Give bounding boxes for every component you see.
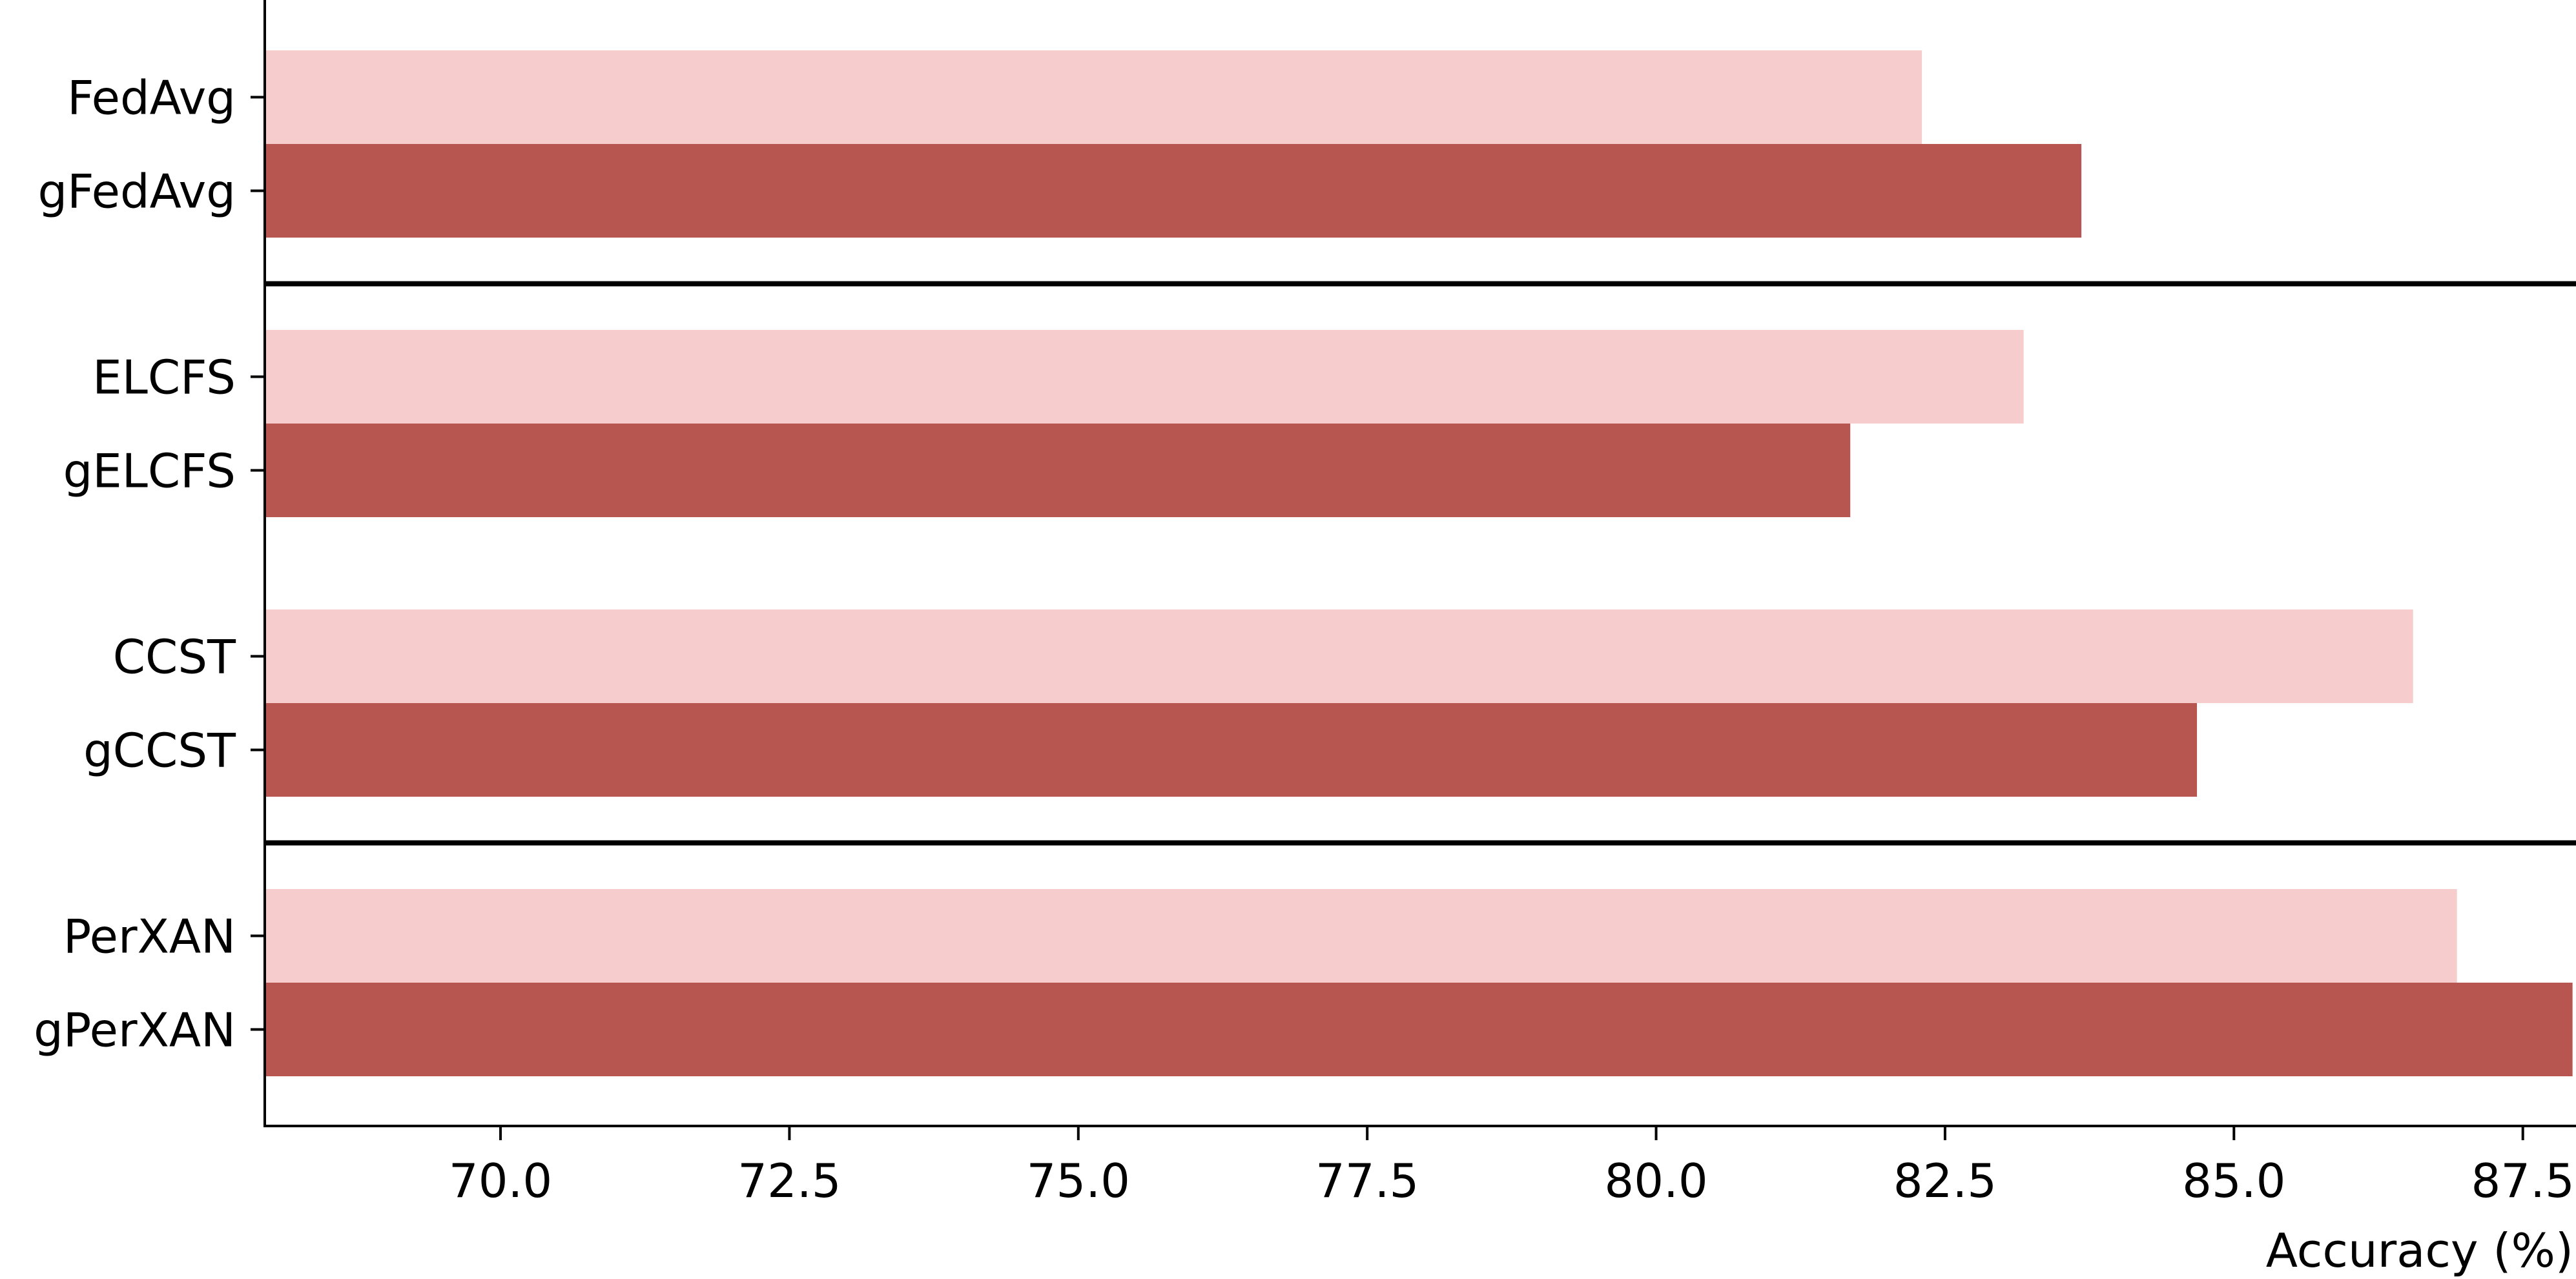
bar-gelcfs [265,424,1851,517]
x-tick-label-87-5: 87.5 [2471,1154,2575,1208]
x-tick-label-85-0: 85.0 [2182,1154,2285,1208]
x-axis-label: Accuracy (%) [2266,1223,2573,1278]
bar-gfedavg [265,144,2082,238]
bar-fedavg [265,50,1922,144]
group-separators [265,281,2576,846]
y-tick-label-ccst: CCST [113,630,236,684]
y-tick-label-gccst: gCCST [83,724,236,778]
bar-elcfs [265,330,2024,424]
bar-gperxan [265,983,2573,1076]
y-tick-label-fedavg: FedAvg [67,71,236,125]
bars-layer [265,50,2573,1076]
x-tick-label-75-0: 75.0 [1027,1154,1130,1208]
y-tick-label-gelcfs: gELCFS [63,444,236,498]
y-tick-label-gperxan: gPerXAN [34,1003,236,1058]
y-tick-label-gfedavg: gFedAvg [37,165,236,219]
axes [263,0,2576,1127]
x-tick-label-72-5: 72.5 [737,1154,841,1208]
y-axis-ticks: FedAvg gFedAvg ELCFS gELCFS CCST gCCST PerXAN g… [34,71,265,1058]
bar-ccst [265,609,2413,703]
y-tick-label-elcfs: ELCFS [92,351,236,405]
x-tick-label-82-5: 82.5 [1893,1154,1997,1208]
x-tick-label-77-5: 77.5 [1315,1154,1419,1208]
x-axis-ticks: 70.0 72.5 75.0 77.5 80.0 82.5 85.0 87.5 [449,1126,2575,1208]
y-tick-label-perxan: PerXAN [63,910,236,964]
bar-gccst [265,703,2198,797]
x-tick-label-70-0: 70.0 [449,1154,552,1208]
x-tick-label-80-0: 80.0 [1604,1154,1707,1208]
bar-perxan [265,889,2457,983]
